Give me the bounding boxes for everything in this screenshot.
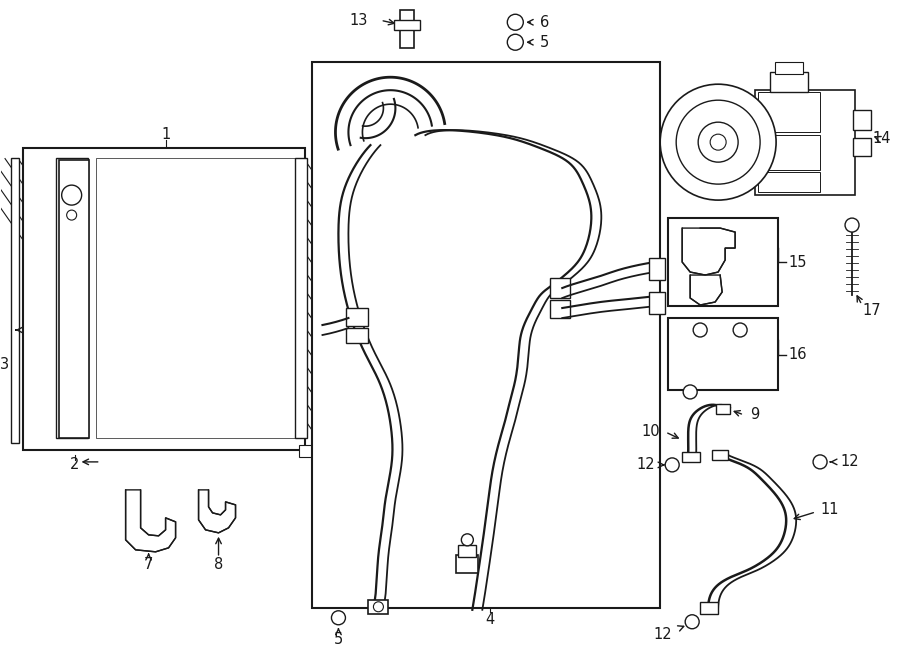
Bar bbox=[682, 452, 700, 462]
Bar bbox=[775, 62, 803, 74]
Bar bbox=[346, 308, 368, 326]
Circle shape bbox=[462, 534, 473, 546]
Bar bbox=[853, 138, 871, 156]
Text: 16: 16 bbox=[788, 348, 806, 362]
Text: 4: 4 bbox=[486, 612, 495, 627]
Text: 5: 5 bbox=[334, 633, 343, 647]
Bar bbox=[312, 62, 661, 607]
Bar bbox=[755, 90, 855, 195]
Circle shape bbox=[508, 34, 523, 50]
Text: 3: 3 bbox=[0, 358, 9, 372]
Circle shape bbox=[661, 84, 776, 200]
Bar bbox=[56, 158, 87, 438]
Circle shape bbox=[665, 458, 680, 472]
Bar bbox=[649, 292, 665, 314]
Text: 1: 1 bbox=[161, 127, 170, 141]
Circle shape bbox=[710, 134, 726, 150]
Text: 13: 13 bbox=[349, 13, 367, 28]
Bar bbox=[346, 328, 368, 343]
Bar bbox=[95, 158, 295, 438]
Circle shape bbox=[508, 15, 523, 30]
Circle shape bbox=[734, 323, 747, 337]
Text: 11: 11 bbox=[820, 502, 839, 518]
Circle shape bbox=[331, 611, 346, 625]
Bar bbox=[770, 72, 808, 92]
Text: 8: 8 bbox=[214, 557, 223, 572]
Bar bbox=[668, 318, 778, 390]
Bar bbox=[649, 258, 665, 280]
Bar bbox=[712, 450, 728, 460]
Bar bbox=[11, 158, 19, 443]
Polygon shape bbox=[682, 228, 735, 275]
Bar bbox=[400, 11, 414, 48]
Text: 15: 15 bbox=[788, 254, 806, 270]
Bar bbox=[758, 92, 820, 132]
Text: 2: 2 bbox=[70, 457, 79, 473]
Circle shape bbox=[685, 615, 699, 629]
Bar bbox=[456, 555, 478, 573]
Polygon shape bbox=[690, 275, 722, 305]
Text: 12: 12 bbox=[840, 454, 859, 469]
Bar bbox=[550, 300, 571, 318]
Bar bbox=[295, 158, 308, 438]
Bar bbox=[758, 135, 820, 170]
Bar bbox=[394, 20, 420, 30]
Bar bbox=[668, 218, 778, 306]
Polygon shape bbox=[199, 490, 236, 533]
Text: 14: 14 bbox=[872, 131, 890, 145]
Bar bbox=[368, 600, 389, 614]
Circle shape bbox=[62, 185, 82, 205]
Circle shape bbox=[67, 210, 76, 220]
Bar bbox=[758, 172, 820, 192]
Bar bbox=[550, 278, 571, 298]
Circle shape bbox=[693, 323, 707, 337]
Circle shape bbox=[698, 122, 738, 162]
Text: 5: 5 bbox=[540, 35, 550, 50]
Bar bbox=[300, 445, 313, 457]
Text: 17: 17 bbox=[862, 303, 881, 317]
Bar bbox=[22, 148, 305, 450]
Text: 12: 12 bbox=[636, 457, 655, 473]
Circle shape bbox=[676, 100, 760, 184]
Circle shape bbox=[813, 455, 827, 469]
Bar bbox=[700, 602, 718, 614]
Bar bbox=[58, 160, 88, 438]
Text: 6: 6 bbox=[540, 15, 550, 30]
Bar bbox=[458, 545, 476, 557]
Circle shape bbox=[683, 385, 698, 399]
Bar bbox=[853, 110, 871, 130]
Bar bbox=[716, 404, 730, 414]
Polygon shape bbox=[126, 490, 176, 552]
Text: 7: 7 bbox=[144, 557, 153, 572]
Circle shape bbox=[845, 218, 859, 232]
Text: 9: 9 bbox=[750, 407, 760, 422]
Circle shape bbox=[374, 602, 383, 612]
Text: 12: 12 bbox=[653, 627, 672, 642]
Text: 10: 10 bbox=[642, 424, 661, 440]
